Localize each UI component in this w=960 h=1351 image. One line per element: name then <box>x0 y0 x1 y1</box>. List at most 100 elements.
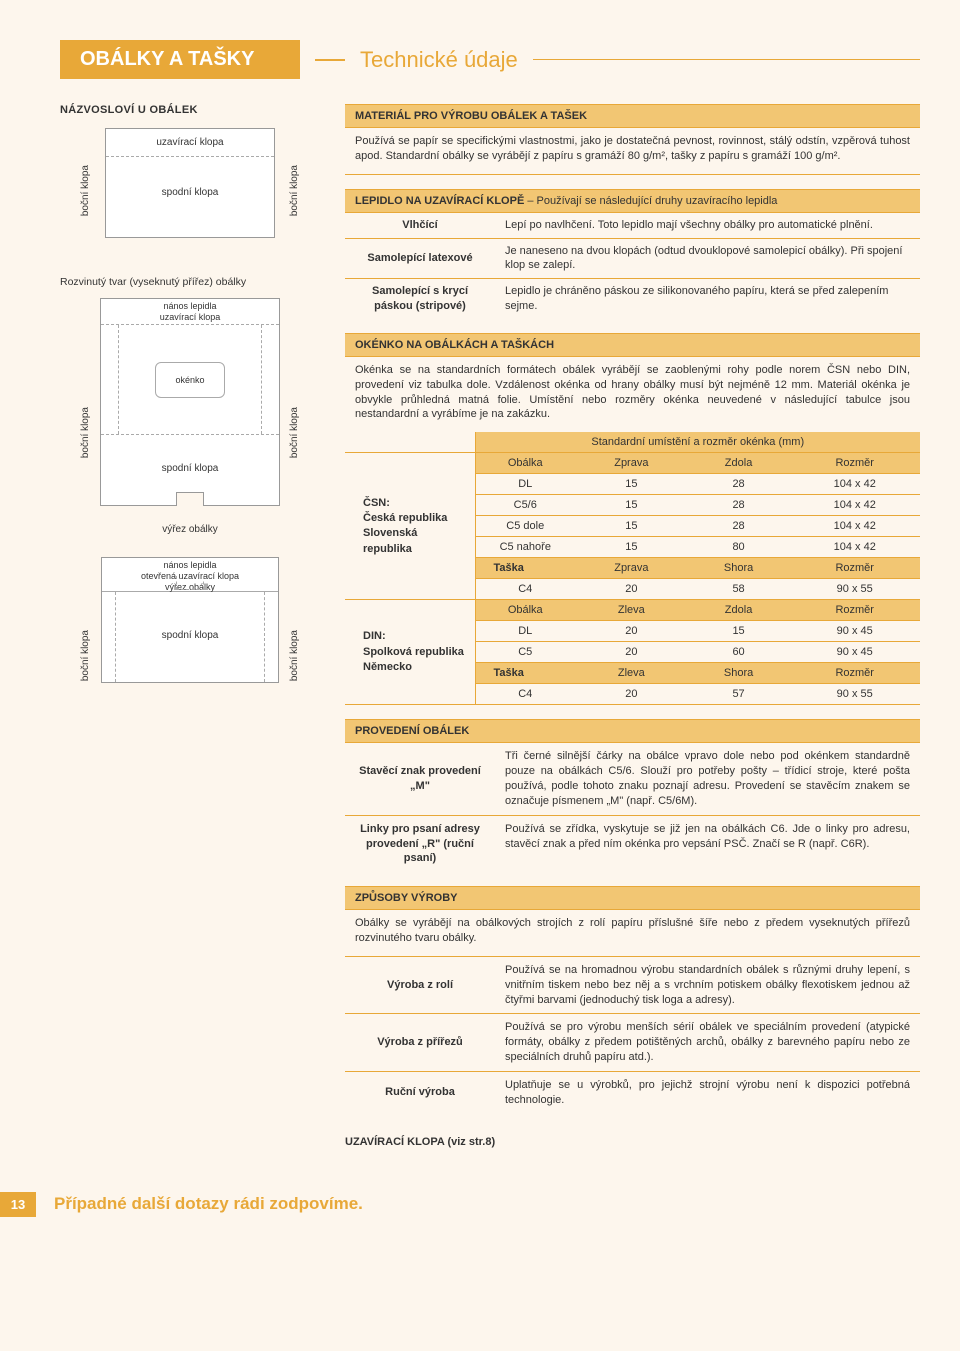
table-okenko-main: ČSN: Česká republika Slovenská republika… <box>345 453 920 705</box>
cell-label: Ruční výroba <box>345 1071 495 1113</box>
table-row: DIN: Spolková republika Německo Obálka Z… <box>345 600 920 621</box>
col-header: Zprava <box>575 453 688 474</box>
din-label-bold: DIN: <box>363 630 386 642</box>
zpusoby-intro: Obálky se vyrábějí na obálkových strojíc… <box>345 910 920 957</box>
cell-text: Používá se pro výrobu menších sérií obál… <box>495 1014 920 1072</box>
klopa-note: UZAVÍRACÍ KLOPA (viz str.8) <box>345 1128 920 1148</box>
col-header: Zleva <box>575 600 688 621</box>
csn-label-line1: Česká republika <box>363 512 447 524</box>
col-header: Obálka <box>475 453 575 474</box>
cell-label: Výroba z přířezů <box>345 1014 495 1072</box>
table-row: Samolepící s krycí páskou (stripové) Lep… <box>345 279 920 319</box>
section-provedeni-header: PROVEDENÍ OBÁLEK <box>345 720 920 743</box>
cell-text: Lepí po navlhčení. Toto lepidlo mají vše… <box>495 213 920 238</box>
label-bottom-flap: spodní klopa <box>106 157 274 198</box>
label-top-flap: uzavírací klopa <box>106 129 274 157</box>
section-lepidlo: LEPIDLO NA UZAVÍRACÍ KLOPĚ – Používají s… <box>345 189 920 319</box>
table-row: Vlhčící Lepí po navlhčení. Toto lepidlo … <box>345 213 920 238</box>
section-provedeni: PROVEDENÍ OBÁLEK Stavěcí znak provedení … <box>345 719 920 872</box>
diagram2-title: Rozvinutý tvar (vyseknutý přířez) obálky <box>60 276 320 288</box>
section-zpusoby-header: ZPŮSOBY VÝROBY <box>345 887 920 910</box>
cell-label: Linky pro psaní adresy provedení „R" (ru… <box>345 815 495 872</box>
section-okenko-text: Okénka se na standardních formátech obál… <box>345 357 920 432</box>
cell-label: Výroba z rolí <box>345 957 495 1014</box>
table-row: Výroba z přířezů Používá se pro výrobu m… <box>345 1014 920 1072</box>
din-label-line1: Spolková republika <box>363 646 464 658</box>
cell-text: Tři černé silnější čárky na obálce vprav… <box>495 743 920 815</box>
section-okenko-header: OKÉNKO NA OBÁLKÁCH A TAŠKÁCH <box>345 334 920 357</box>
label-bottom-flap-2: spodní klopa <box>101 435 279 505</box>
section-lepidlo-header: LEPIDLO NA UZAVÍRACÍ KLOPĚ – Používají s… <box>345 190 920 213</box>
label-side-right-3: boční klopa <box>289 630 300 681</box>
right-column: MATERIÁL PRO VÝROBU OBÁLEK A TAŠEK Použí… <box>345 104 920 1148</box>
lepidlo-header-rest: – Používají se následující druhy uzavíra… <box>524 195 777 207</box>
label-window: okénko <box>155 362 225 398</box>
label-side-left: boční klopa <box>80 165 91 216</box>
header-divider <box>315 59 345 61</box>
page-header: OBÁLKY A TAŠKY Technické údaje <box>60 40 920 79</box>
cell-text: Je naneseno na dvou klopách (odtud dvouk… <box>495 238 920 279</box>
col-header: Taška <box>475 558 575 579</box>
diagram-unfolded: boční klopa nános lepidla uzavírací klop… <box>60 298 320 535</box>
table-okenko: Standardní umístění a rozměr okénka (mm) <box>345 432 920 453</box>
page-footer: 13 Případné další dotazy rádi zodpovíme. <box>0 1186 960 1237</box>
table-row: Stavěcí znak provedení „M" Tři černé sil… <box>345 743 920 815</box>
cell-text: Používá se na hromadnou výrobu standardn… <box>495 957 920 1014</box>
label-closing-flap: uzavírací klopa <box>160 312 221 322</box>
col-header: Rozměr <box>789 453 920 474</box>
section-material-header: MATERIÁL PRO VÝROBU OBÁLEK A TAŠEK <box>345 105 920 128</box>
table-zpusoby: Výroba z rolí Používá se na hromadnou vý… <box>345 957 920 1114</box>
table-row: Ruční výroba Uplatňuje se u výrobků, pro… <box>345 1071 920 1113</box>
table-okenko-top: Standardní umístění a rozměr okénka (mm) <box>475 432 920 453</box>
col-header: Shora <box>688 663 790 684</box>
left-heading: NÁZVOSLOVÍ U OBÁLEK <box>60 104 320 116</box>
section-material-body: Používá se papír se specifickými vlastno… <box>345 128 920 175</box>
label-side-left-2: boční klopa <box>80 407 91 458</box>
table-row: Samolepící latexové Je naneseno na dvou … <box>345 238 920 279</box>
label-side-left-3: boční klopa <box>80 630 91 681</box>
col-header: Taška <box>475 663 575 684</box>
cell-label: Samolepící s krycí páskou (stripové) <box>345 279 495 319</box>
lepidlo-header-lead: LEPIDLO NA UZAVÍRACÍ KLOPĚ <box>355 195 524 207</box>
col-header: Rozměr <box>789 558 920 579</box>
label-side-right-2: boční klopa <box>289 407 300 458</box>
cell-label: Vlhčící <box>345 213 495 238</box>
label-side-right: boční klopa <box>289 165 300 216</box>
col-header: Obálka <box>475 600 575 621</box>
din-label-line2: Německo <box>363 661 412 673</box>
col-header: Rozměr <box>789 663 920 684</box>
col-header: Zleva <box>575 663 688 684</box>
section-zpusoby: ZPŮSOBY VÝROBY Obálky se vyrábějí na obá… <box>345 886 920 1113</box>
col-header: Zdola <box>688 453 790 474</box>
diag3-top-labels: nános lepidla otevřená uzavírací klopa v… <box>102 558 278 592</box>
col-header: Zdola <box>688 600 790 621</box>
cell-label: Stavěcí znak provedení „M" <box>345 743 495 815</box>
table-row: Výroba z rolí Používá se na hromadnou vý… <box>345 957 920 1014</box>
col-header: Shora <box>688 558 790 579</box>
header-title-left: OBÁLKY A TAŠKY <box>60 40 300 79</box>
page-number: 13 <box>0 1192 36 1217</box>
table-row: ČSN: Česká republika Slovenská republika… <box>345 453 920 474</box>
footer-text: Případné další dotazy rádi zodpovíme. <box>54 1194 363 1214</box>
diagram-envelope-terms: boční klopa uzavírací klopa spodní klopa… <box>60 128 320 258</box>
label-cutout: výřez obálky <box>60 524 320 535</box>
col-header: Zprava <box>575 558 688 579</box>
section-okenko: OKÉNKO NA OBÁLKÁCH A TAŠKÁCH Okénka se n… <box>345 333 920 705</box>
table-row: Linky pro psaní adresy provedení „R" (ru… <box>345 815 920 872</box>
header-title-right: Technické údaje <box>360 47 518 73</box>
col-header: Rozměr <box>789 600 920 621</box>
left-column: NÁZVOSLOVÍ U OBÁLEK boční klopa uzavírac… <box>60 104 320 1148</box>
table-provedeni: Stavěcí znak provedení „M" Tři černé sil… <box>345 743 920 872</box>
section-material: MATERIÁL PRO VÝROBU OBÁLEK A TAŠEK Použí… <box>345 104 920 175</box>
unfold-top-labels: nános lepidla uzavírací klopa <box>101 299 279 325</box>
header-divider-right <box>533 59 920 60</box>
diagram-open-flap: boční klopa nános lepidla otevřená uzaví… <box>60 557 320 683</box>
cell-text: Uplatňuje se u výrobků, pro jejichž stro… <box>495 1071 920 1113</box>
label-bottom-flap-3: spodní klopa <box>162 630 219 641</box>
table-lepidlo: Vlhčící Lepí po navlhčení. Toto lepidlo … <box>345 213 920 319</box>
label-glue: nános lepidla <box>163 301 216 311</box>
csn-label-line2: Slovenská republika <box>363 527 417 554</box>
label-glue-3: nános lepidla <box>163 560 216 570</box>
cell-label: Samolepící latexové <box>345 238 495 279</box>
cell-text: Lepidlo je chráněno páskou ze silikonova… <box>495 279 920 319</box>
